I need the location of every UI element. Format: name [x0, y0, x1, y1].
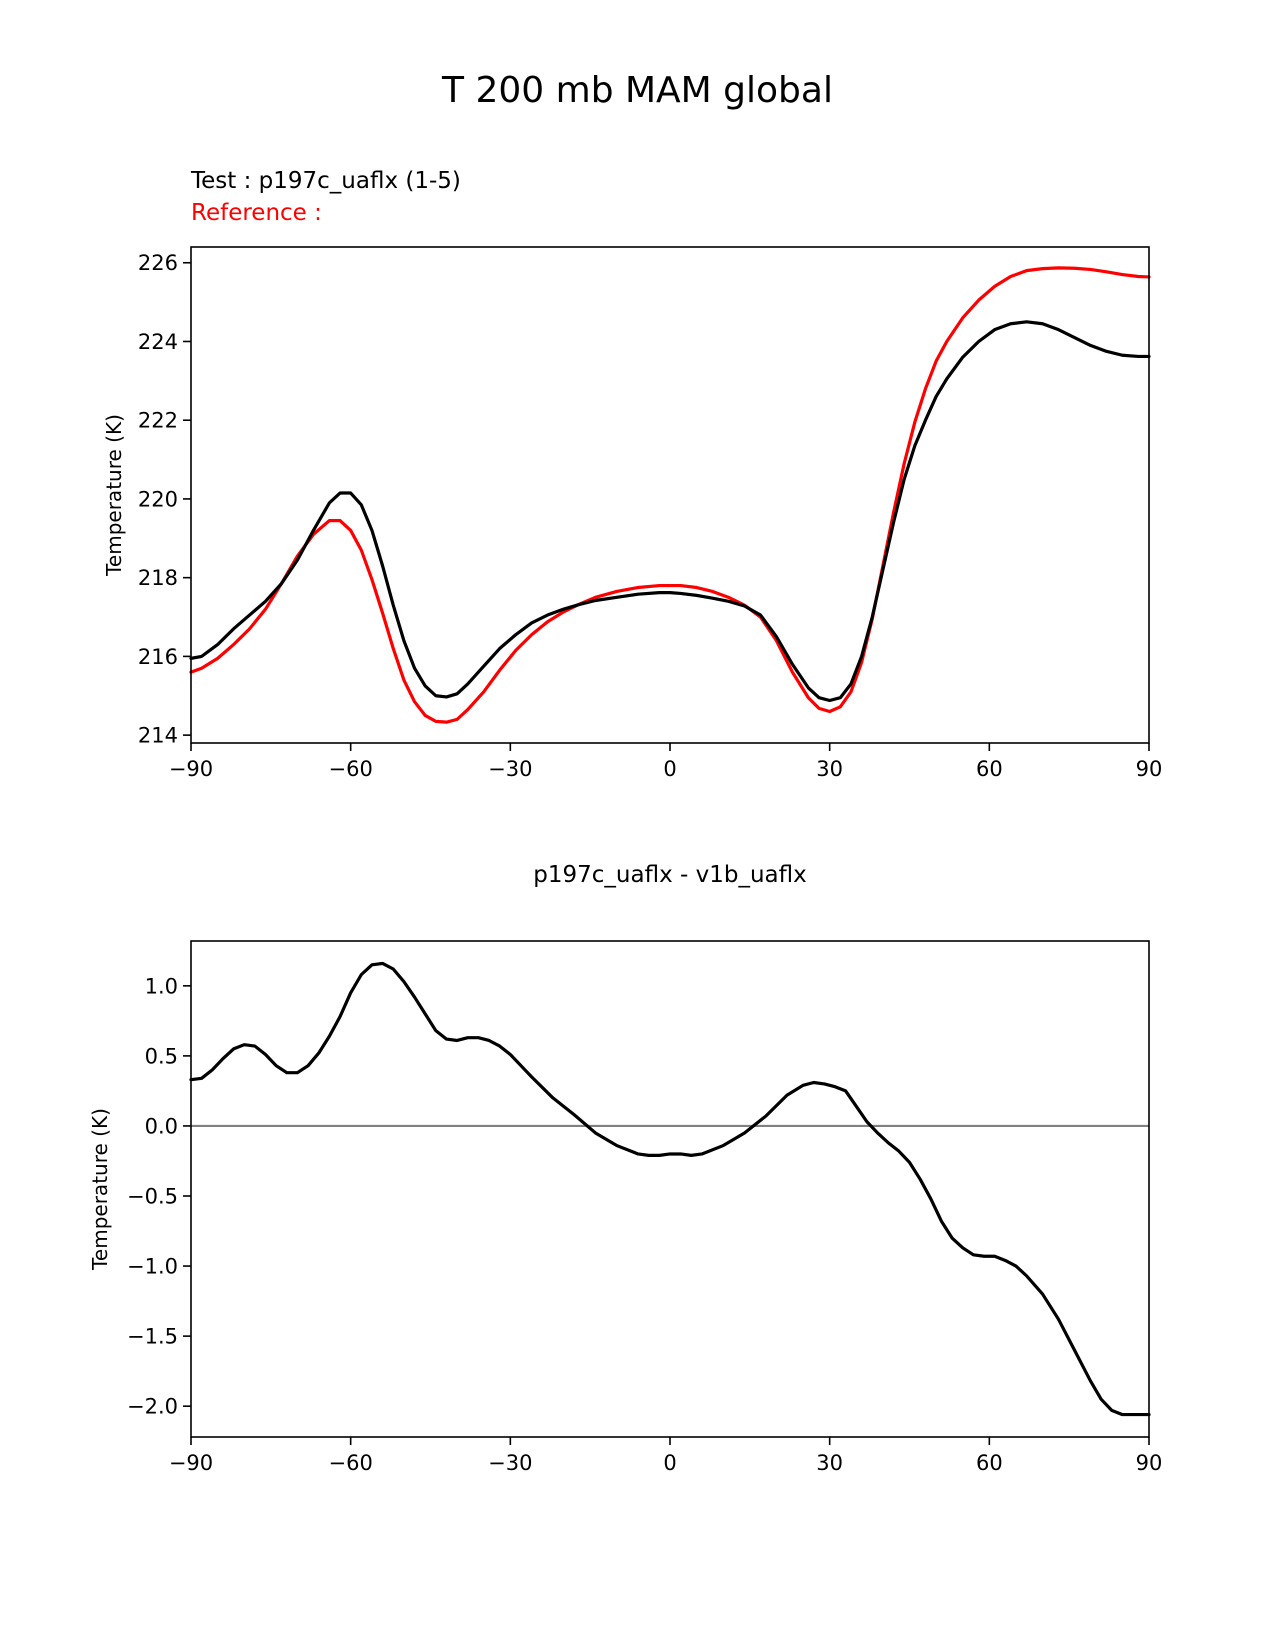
figure-title: T 200 mb MAM global — [442, 70, 833, 111]
reference-caption: Reference : — [191, 200, 322, 226]
y-tick-label: 220 — [138, 487, 178, 511]
y-tick-label: −2.0 — [127, 1395, 178, 1419]
x-tick-label: 90 — [1136, 1451, 1163, 1475]
top-line-plot: −90 −60 −30 0 30 60 90 214 216 218 220 222 224 226 Tem… — [102, 246, 1163, 781]
y-tick-label: 226 — [138, 251, 178, 275]
y-axis-label: Temperature (K) — [102, 414, 126, 577]
y-tick-label: −1.5 — [127, 1325, 178, 1349]
series-line-0 — [189, 961, 1151, 1417]
series-line-1 — [189, 266, 1151, 724]
x-tick-label: 30 — [816, 757, 843, 781]
y-tick-label: 218 — [138, 566, 178, 590]
y-tick-label: 0.0 — [145, 1114, 178, 1138]
axes-frame — [190, 940, 1150, 1438]
y-axis-label: Temperature (K) — [88, 1108, 112, 1271]
y-tick-label: 222 — [138, 409, 178, 433]
y-tick-label: 214 — [138, 724, 178, 748]
test-caption: Test : p197c_uaflx (1-5) — [191, 168, 461, 194]
x-tick-label: −60 — [329, 757, 373, 781]
y-tick-label: 216 — [138, 645, 178, 669]
x-tick-label: 90 — [1136, 757, 1163, 781]
x-tick-label: 0 — [663, 1451, 676, 1475]
x-tick-label: −90 — [169, 1451, 213, 1475]
y-tick-label: 0.5 — [145, 1044, 178, 1068]
x-tick-label: −90 — [169, 757, 213, 781]
y-tick-label: 224 — [138, 330, 178, 354]
y-tick-label: −1.0 — [127, 1255, 178, 1279]
y-tick-label: −0.5 — [127, 1185, 178, 1209]
series-line-0 — [189, 320, 1151, 703]
x-tick-label: −30 — [488, 757, 532, 781]
difference-line-plot: −90 −60 −30 0 30 60 90 1.0 0.5 0.0 −0.5 −1.0 −1.5 −2.… — [88, 940, 1163, 1475]
difference-plot-title: p197c_uaflx - v1b_uaflx — [533, 862, 807, 888]
x-tick-label: 30 — [816, 1451, 843, 1475]
axes-frame — [190, 246, 1150, 744]
x-tick-label: 60 — [976, 757, 1003, 781]
x-tick-label: −60 — [329, 1451, 373, 1475]
x-tick-label: 60 — [976, 1451, 1003, 1475]
x-tick-label: 0 — [663, 757, 676, 781]
y-tick-label: 1.0 — [145, 974, 178, 998]
x-tick-label: −30 — [488, 1451, 532, 1475]
